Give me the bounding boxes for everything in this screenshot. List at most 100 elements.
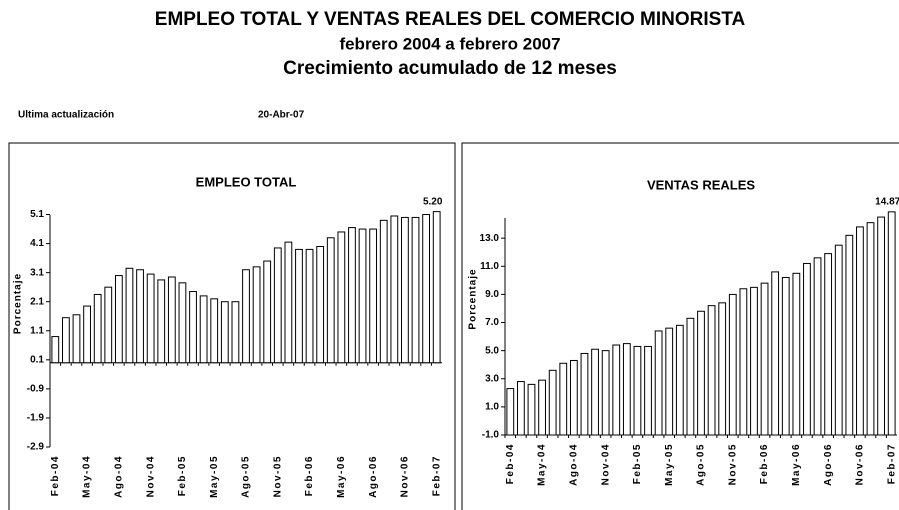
x-tick-label: May-04 [82,455,93,498]
bar [697,310,705,436]
x-tick-label: Ago-05 [241,455,252,498]
bar [517,381,525,436]
bar [422,214,430,364]
bar [792,272,801,436]
bar [856,226,864,436]
bar [707,305,716,436]
bar [369,228,378,364]
bar [548,369,557,436]
updated-date: 20-Abr-07 [258,110,305,121]
x-tick-label: Ago-05 [696,443,707,486]
bar [686,317,695,436]
x-tick-label: Feb-07 [886,443,897,484]
x-tick-label: Feb-07 [431,455,442,496]
bar [538,379,546,436]
bar [136,269,144,364]
y-tick-label: 3.1 [30,267,44,278]
bar [114,275,123,364]
bar [379,219,388,364]
y-tick-label: 11.0 [480,261,499,272]
y-tick-label: -0.9 [27,384,45,395]
x-tick-label: Nov-04 [145,455,156,497]
y-tick-label: -2.9 [27,442,45,453]
frame-left [8,142,456,510]
bar [220,301,229,364]
bar [845,234,854,436]
bar [326,237,335,364]
value-label: 5.20 [423,196,443,207]
bar [654,330,663,436]
chart-title: EMPLEO TOTAL [196,174,297,189]
y-tick-label: 4.1 [30,238,44,249]
bar [178,282,187,364]
y-tick-label: 7.0 [485,317,499,328]
y-tick-label: 5.0 [485,345,499,356]
x-tick-label: Feb-06 [759,443,770,484]
bar [866,222,875,436]
bar [83,305,91,364]
bar [337,231,346,364]
bar [295,248,303,364]
x-tick-label: Feb-04 [505,443,516,484]
x-tick-label: Nov-05 [727,443,738,485]
x-tick-label: May-06 [336,455,347,498]
bar [622,343,631,436]
bar [358,228,367,364]
bar [887,211,896,436]
y-tick-label: 0.1 [30,354,44,365]
bar [284,241,293,364]
y-tick-label: 1.1 [30,325,44,336]
bar [633,345,642,436]
bar [675,324,684,436]
bar [813,257,822,436]
bar [771,271,780,436]
bar [559,362,568,436]
bar [411,216,420,364]
frame-right [461,142,899,510]
bar [527,383,536,436]
y-tick-label: -1.9 [27,413,45,424]
bar [760,282,769,436]
bar [62,317,70,364]
x-tick-label: Feb-04 [50,455,61,496]
bar [263,260,272,364]
bar [432,211,441,364]
bar [580,352,589,436]
updated-label: Ultima actualización [18,110,114,121]
bar [601,350,610,436]
x-tick-label: Nov-06 [400,455,411,497]
x-tick-label: May-05 [664,443,675,486]
x-tick-label: Nov-05 [272,455,283,497]
bar [51,336,60,364]
bar [316,245,325,364]
bar [612,344,621,436]
y-tick-label: 9.0 [485,289,499,300]
x-tick-label: Ago-04 [114,455,125,498]
y-axis-label: Porcentaje [13,273,24,334]
x-tick-label: Nov-06 [855,443,866,485]
value-label: 14.87 [875,196,899,207]
bar [390,215,399,364]
bar [231,301,240,364]
title: EMPLEO TOTAL Y VENTAS REALES DEL COMERCI… [155,9,746,30]
bar [167,276,176,364]
bar [72,314,81,364]
y-axis-label: Porcentaje [468,268,479,329]
bar [665,327,674,436]
bar [210,298,219,364]
bar [189,291,197,364]
bar [644,345,652,436]
bar [591,348,599,436]
bar [750,286,758,436]
x-tick-label: May-06 [791,443,802,486]
x-tick-label: Ago-06 [368,455,379,498]
bar [824,253,833,436]
bar [348,227,356,364]
bar [718,302,727,436]
bar [146,273,155,364]
x-tick-label: May-04 [537,443,548,486]
bar [104,286,113,364]
x-tick-label: Feb-05 [632,443,643,484]
bar [93,293,102,364]
